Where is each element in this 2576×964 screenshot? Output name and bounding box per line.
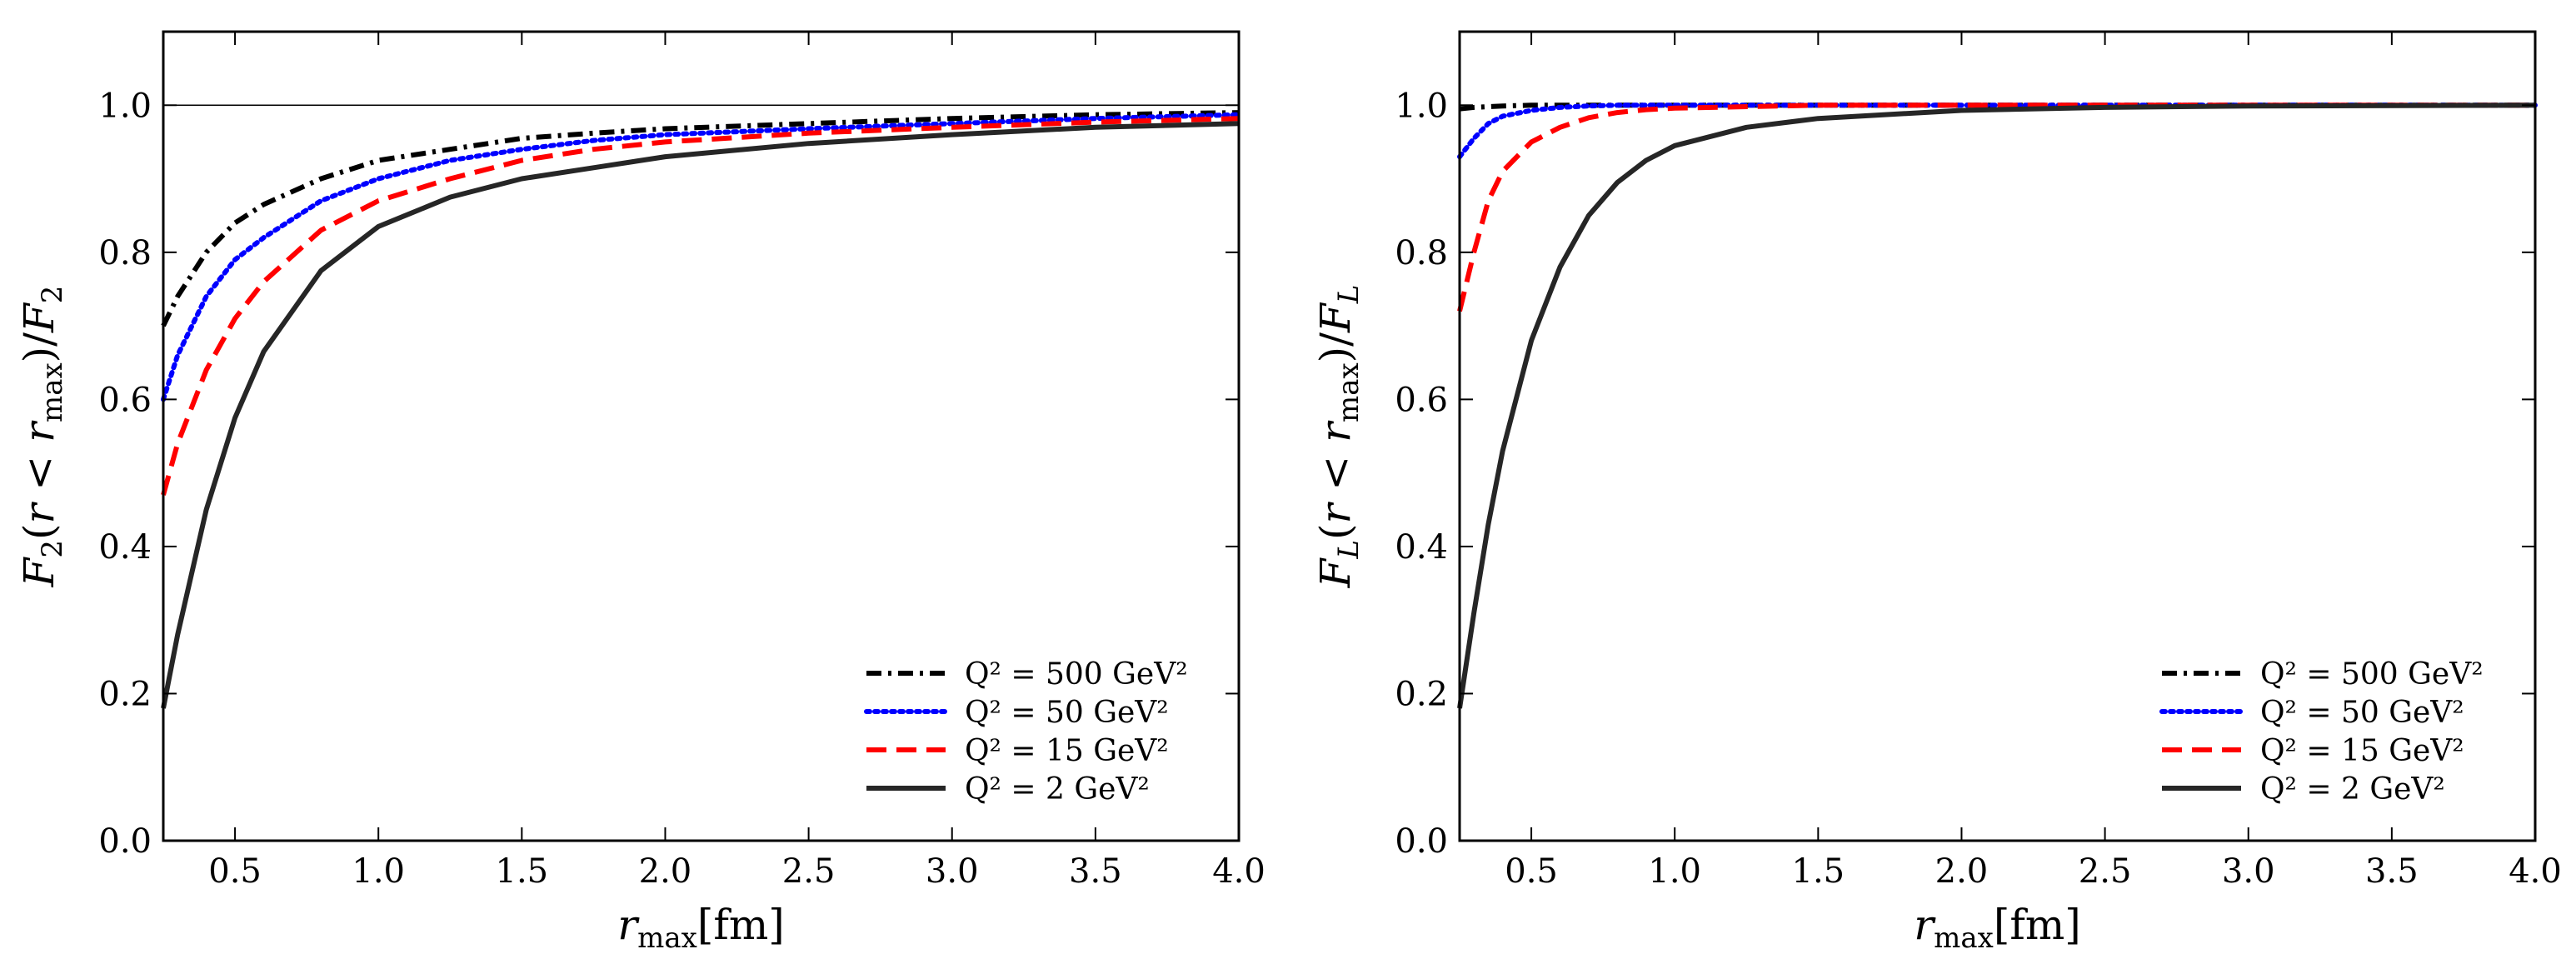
x-tick-label: 0.5 bbox=[208, 852, 262, 891]
y-tick-label: 0.8 bbox=[1395, 234, 1448, 272]
legend-label: Q² = 500 GeV² bbox=[2260, 657, 2484, 692]
y-tick-label: 1.0 bbox=[1395, 87, 1448, 125]
y-tick-label: 0.4 bbox=[1395, 528, 1448, 567]
legend-label: Q² = 50 GeV² bbox=[2260, 696, 2464, 730]
y-tick-label: 0.0 bbox=[1395, 822, 1448, 861]
y-tick-label: 0.6 bbox=[98, 381, 152, 419]
x-tick-label: 0.5 bbox=[1505, 852, 1558, 891]
legend-label: Q² = 2 GeV² bbox=[2260, 772, 2445, 807]
x-tick-label: 2.0 bbox=[1935, 852, 1989, 891]
x-tick-label: 1.0 bbox=[352, 852, 405, 891]
x-tick-label: 1.0 bbox=[1648, 852, 1701, 891]
series-line-1 bbox=[161, 112, 1241, 402]
y-axis-title: FL(r < rmax)/FL bbox=[1311, 285, 1365, 589]
left-panel: 0.5 1.0 1.5 2.0 2.5 3.0 3.5 4.0 0.0 0.2 0.4 0.6 0.8 1… bbox=[15, 30, 1266, 955]
y-axis-title: F2(r < rmax)/F2 bbox=[15, 286, 69, 588]
x-tick-label: 2.0 bbox=[639, 852, 692, 891]
y-tick-label: 0.6 bbox=[1395, 381, 1448, 419]
right-panel: 0.5 1.0 1.5 2.0 2.5 3.0 3.5 4.0 0.0 0.2 0.4 0.6 0.8 1… bbox=[1311, 30, 2562, 955]
y-tick-label: 0.8 bbox=[98, 234, 152, 272]
x-axis-title: rmax[fm] bbox=[1914, 901, 2081, 955]
legend-label: Q² = 500 GeV² bbox=[965, 657, 1188, 692]
y-tick-label: 1.0 bbox=[98, 87, 152, 125]
x-tick-label: 3.5 bbox=[1069, 852, 1122, 891]
x-tick-label: 1.5 bbox=[496, 852, 549, 891]
series-line-3 bbox=[1457, 102, 2536, 709]
x-tick-label: 3.5 bbox=[2365, 852, 2419, 891]
y-tick-label: 0.2 bbox=[1395, 675, 1448, 713]
plot-frame bbox=[1458, 30, 2537, 842]
x-tick-label: 2.5 bbox=[2079, 852, 2132, 891]
x-tick-label: 4.0 bbox=[1212, 852, 1266, 891]
x-tick-label: 3.0 bbox=[2222, 852, 2275, 891]
x-tick-label: 3.0 bbox=[926, 852, 979, 891]
y-tick-label: 0.2 bbox=[98, 675, 152, 713]
plot-frame bbox=[162, 30, 1241, 842]
series-line-3 bbox=[161, 121, 1240, 709]
series-line-2 bbox=[1457, 102, 2535, 312]
legend-label: Q² = 15 GeV² bbox=[965, 734, 1169, 768]
y-tick-label: 0.4 bbox=[98, 528, 152, 567]
legend-label: Q² = 15 GeV² bbox=[2260, 734, 2464, 768]
y-tick-label: 0.0 bbox=[98, 822, 152, 861]
x-tick-label: 1.5 bbox=[1792, 852, 1845, 891]
series-line-2 bbox=[161, 116, 1240, 496]
x-tick-label: 2.5 bbox=[782, 852, 836, 891]
x-tick-label: 4.0 bbox=[2509, 852, 2562, 891]
legend-label: Q² = 50 GeV² bbox=[965, 696, 1169, 730]
series-line-0 bbox=[161, 110, 1240, 327]
legend-label: Q² = 2 GeV² bbox=[965, 772, 1150, 807]
x-axis-title: rmax[fm] bbox=[617, 901, 785, 955]
